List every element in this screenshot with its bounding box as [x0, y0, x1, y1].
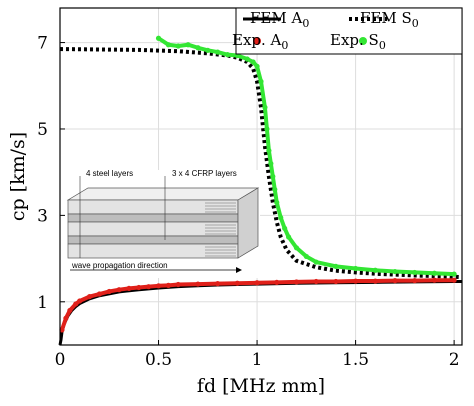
inset-arrow-head [236, 267, 242, 273]
inset-label-direction: wave propagation direction [71, 261, 168, 270]
legend-item-1: FEM S0 [349, 9, 419, 30]
inset-side-face [237, 187, 259, 259]
x-tick-label: 1 [252, 350, 263, 370]
y-tick-label: 3 [37, 206, 48, 226]
legend-label: FEM S0 [360, 9, 419, 30]
legend-marker [359, 37, 367, 45]
x-tick-label: 1.5 [342, 350, 369, 370]
series-layer [58, 35, 463, 346]
series-1-line [59, 47, 463, 280]
inset-label-cfrp: 3 x 4 CFRP layers [172, 169, 237, 178]
data-trace [333, 264, 358, 271]
x-tick-label: 0.5 [145, 350, 172, 370]
inset-label-steel: 4 steel layers [86, 169, 133, 178]
data-trace [412, 270, 437, 276]
inset-top-face [66, 187, 260, 201]
data-point [451, 271, 457, 277]
legend-box [235, 7, 463, 55]
x-tick-label: 2 [449, 350, 460, 370]
legend-label: Exp. A0 [232, 31, 288, 52]
y-tick-label: 5 [37, 120, 48, 140]
data-trace [264, 126, 271, 153]
data-trace [255, 64, 263, 84]
legend-marker [253, 37, 261, 45]
data-trace [314, 260, 338, 269]
legend: FEM A0 FEM S0 Exp. A0 Exp. S0 [232, 7, 463, 55]
data-point [451, 277, 457, 283]
x-tick-label: 0 [55, 350, 66, 370]
y-tick-label: 1 [37, 293, 48, 313]
legend-label: Exp. S0 [330, 31, 386, 52]
data-trace [259, 79, 267, 110]
data-trace [373, 268, 397, 274]
data-trace [274, 200, 283, 220]
data-trace [262, 105, 269, 131]
legend-item-3: Exp. S0 [330, 31, 386, 52]
inset-fibre-lines [205, 202, 236, 257]
inset-cfrp-layer [67, 213, 239, 223]
data-trace [393, 269, 417, 275]
series-2-markers [59, 277, 457, 333]
legend-label: FEM A0 [250, 9, 309, 30]
data-trace [432, 271, 457, 277]
data-trace [353, 266, 378, 273]
legend-item-0: FEM A0 [243, 9, 309, 30]
x-axis-label: fd [MHz mm] [197, 375, 325, 397]
y-tick-label: 7 [37, 34, 48, 54]
inset-cfrp-layer [67, 235, 239, 245]
y-axis-label: cp [km/s] [7, 132, 29, 221]
legend-item-2: Exp. A0 [232, 31, 288, 52]
laminate-schematic: 4 steel layers 3 x 4 CFRP layers wave pr… [60, 169, 260, 278]
series-3-markers [155, 35, 457, 277]
